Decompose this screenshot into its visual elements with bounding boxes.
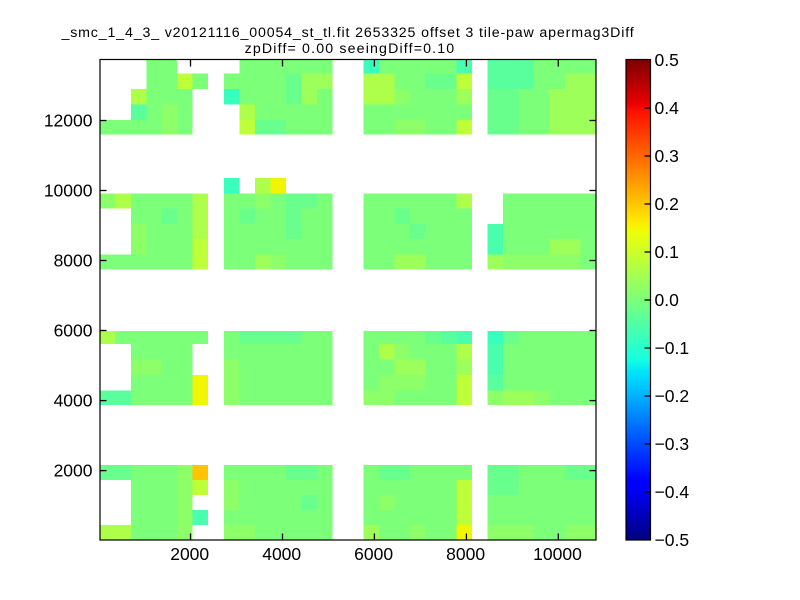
svg-text:0.5: 0.5	[655, 50, 679, 70]
svg-text:12000: 12000	[44, 110, 93, 130]
svg-text:−0.1: −0.1	[655, 338, 690, 358]
svg-text:−0.2: −0.2	[655, 386, 690, 406]
svg-text:0.3: 0.3	[655, 146, 679, 166]
svg-text:6000: 6000	[54, 320, 93, 340]
svg-text:10000: 10000	[533, 544, 582, 564]
svg-text:8000: 8000	[446, 544, 485, 564]
svg-text:2000: 2000	[54, 460, 93, 480]
svg-text:6000: 6000	[354, 544, 393, 564]
svg-text:zpDiff= 0.00 seeingDiff=0.10: zpDiff= 0.00 seeingDiff=0.10	[245, 41, 456, 57]
svg-text:_smc_1_4_3_ v20121116_00054_st: _smc_1_4_3_ v20121116_00054_st_tl.fit 26…	[60, 25, 634, 41]
svg-text:4000: 4000	[262, 544, 301, 564]
svg-text:2000: 2000	[170, 544, 209, 564]
svg-text:4000: 4000	[54, 390, 93, 410]
svg-text:−0.3: −0.3	[655, 434, 690, 454]
svg-text:0.1: 0.1	[655, 242, 679, 262]
svg-text:0.0: 0.0	[655, 290, 680, 310]
svg-text:0.4: 0.4	[655, 98, 680, 118]
svg-text:0.2: 0.2	[655, 194, 679, 214]
svg-text:−0.4: −0.4	[655, 482, 690, 502]
svg-text:8000: 8000	[54, 250, 93, 270]
svg-text:10000: 10000	[44, 180, 93, 200]
svg-text:−0.5: −0.5	[655, 530, 690, 550]
